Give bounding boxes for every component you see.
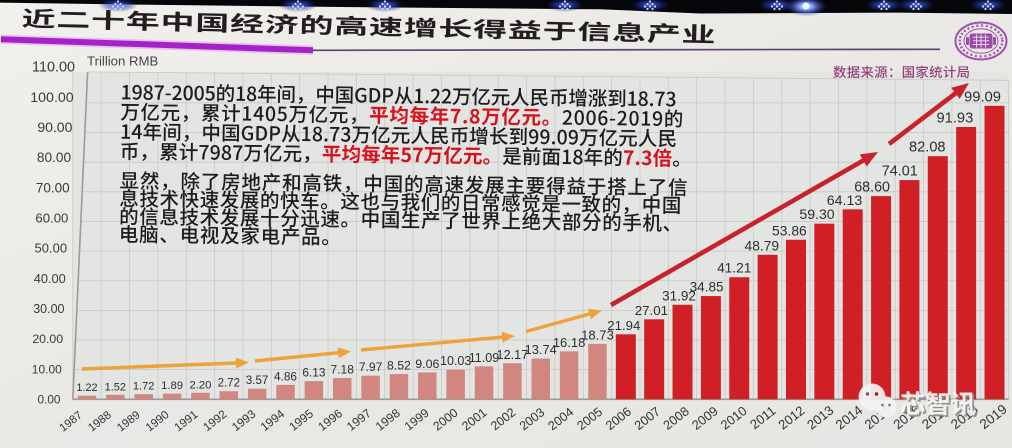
svg-text:40.00: 40.00 [34,271,66,286]
svg-text:9.06: 9.06 [415,357,439,371]
svg-text:13.74: 13.74 [525,342,557,357]
svg-text:31.92: 31.92 [662,288,696,303]
svg-text:99.09: 99.09 [964,89,1001,105]
svg-text:3.57: 3.57 [246,374,269,387]
svg-text:4.86: 4.86 [274,369,297,383]
svg-text:1.52: 1.52 [105,381,126,393]
svg-text:8.52: 8.52 [387,359,411,373]
svg-text:53.86: 53.86 [772,222,807,238]
svg-text:1.22: 1.22 [76,382,97,394]
svg-text:80.00: 80.00 [37,150,72,165]
svg-text:90.00: 90.00 [37,119,72,135]
svg-text:16.18: 16.18 [553,335,586,350]
svg-text:48.79: 48.79 [745,238,780,253]
svg-text:20.00: 20.00 [32,332,63,346]
svg-text:Trillion RMB: Trillion RMB [87,54,159,69]
svg-text:74.01: 74.01 [882,164,918,180]
svg-text:60.00: 60.00 [35,211,68,226]
svg-text:70.00: 70.00 [36,180,70,195]
svg-text:100.00: 100.00 [30,90,74,106]
svg-text:21.94: 21.94 [607,318,640,333]
svg-text:1.72: 1.72 [133,381,155,393]
svg-text:12.17: 12.17 [497,348,529,362]
svg-text:6.13: 6.13 [302,366,326,380]
svg-text:0.00: 0.00 [38,393,61,407]
svg-text:82.08: 82.08 [909,140,946,156]
svg-text:64.13: 64.13 [827,193,863,209]
svg-text:18.73: 18.73 [581,327,614,342]
svg-text:2.72: 2.72 [218,378,240,390]
svg-text:11.09: 11.09 [469,351,500,365]
svg-text:59.30: 59.30 [799,206,834,222]
svg-text:10.03: 10.03 [440,354,471,368]
svg-text:91.93: 91.93 [937,111,974,127]
svg-text:68.60: 68.60 [854,180,890,196]
svg-text:34.85: 34.85 [690,280,724,295]
svg-text:7.18: 7.18 [331,363,355,377]
svg-text:27.01: 27.01 [635,303,668,318]
svg-text:110.00: 110.00 [32,60,75,76]
svg-text:30.00: 30.00 [33,302,64,316]
svg-text:1.89: 1.89 [161,380,183,392]
svg-text:50.00: 50.00 [35,241,68,256]
svg-text:7.97: 7.97 [359,360,383,374]
svg-text:2.20: 2.20 [189,379,211,391]
svg-text:41.21: 41.21 [717,261,751,276]
svg-text:10.00: 10.00 [32,362,62,376]
